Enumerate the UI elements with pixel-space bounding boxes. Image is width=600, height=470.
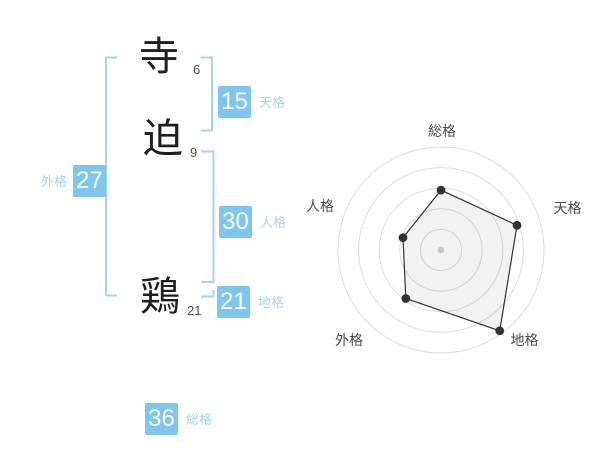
- radar-ring-1: [419, 228, 463, 272]
- tenkaku-bracket: [200, 56, 213, 132]
- chikaku-bracket: [201, 290, 215, 298]
- tenkaku-row: 15 天格: [218, 86, 285, 118]
- surname-kanji-2: 迫: [143, 117, 183, 161]
- radar-point-2: [495, 326, 505, 336]
- surname-kanji-1: 寺: [139, 35, 179, 79]
- radar-point-3: [401, 294, 411, 303]
- gaikaku-bracket: [105, 56, 117, 297]
- radar-ring-2: [399, 208, 483, 292]
- radar-point-1: [512, 220, 522, 230]
- radar-center-dot: [437, 246, 445, 254]
- surname-kanji-1-strokes: 6: [193, 62, 201, 77]
- chikaku-label: 地格: [258, 294, 285, 310]
- gaikaku-label: 外格: [41, 173, 68, 189]
- given-kanji-1: 鶏: [140, 275, 180, 319]
- jinkaku-bracket: [201, 150, 215, 283]
- tenkaku-value-box: 15: [218, 86, 251, 118]
- surname-kanji-2-strokes: 9: [190, 145, 198, 160]
- jinkaku-label: 人格: [260, 214, 287, 230]
- radar-axis-label-1: 天格: [554, 200, 582, 216]
- radar-axis-label-3: 外格: [335, 332, 363, 348]
- jinkaku-row: 30 人格: [219, 206, 286, 238]
- radar-axis-label-0: 総格: [428, 123, 456, 139]
- jinkaku-value-box: 30: [219, 206, 252, 238]
- soukaku-value-box: 36: [145, 403, 178, 435]
- radar-ring-5: [337, 146, 545, 354]
- radar-point-4: [398, 233, 408, 243]
- soukaku-label: 総格: [186, 411, 213, 427]
- radar-ring-4: [358, 167, 524, 333]
- chikaku-row: 21 地格: [217, 286, 284, 318]
- chikaku-value-box: 21: [217, 286, 250, 318]
- radar-axis-label-2: 地格: [511, 332, 539, 348]
- radar-axis-label-4: 人格: [306, 198, 334, 214]
- gaikaku-row: 外格 27: [41, 165, 107, 197]
- radar-polygon: [402, 189, 518, 332]
- soukaku-row: 36 総格: [145, 403, 212, 435]
- gaikaku-value-box: 27: [73, 165, 107, 197]
- radar-point-0: [436, 185, 446, 195]
- given-kanji-1-strokes: 21: [187, 303, 202, 318]
- tenkaku-label: 天格: [259, 94, 286, 110]
